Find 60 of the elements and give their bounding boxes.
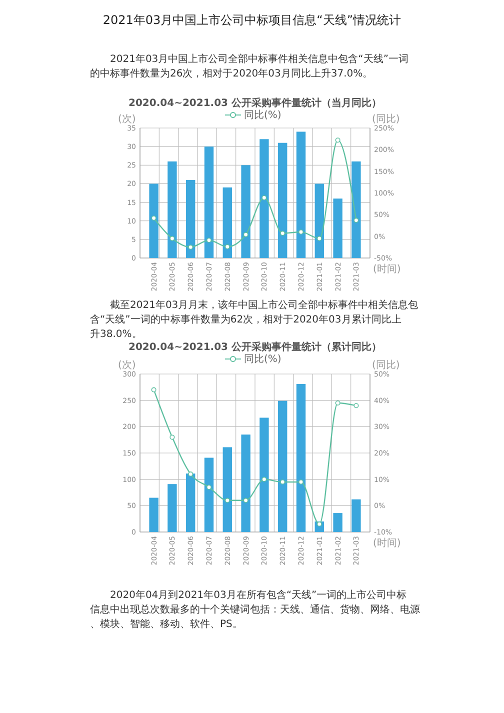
point [316,236,322,242]
x-axis-title: (时间) [373,263,401,275]
text: 2021年03月中国上市公司中标项目信息“天线”情况统计 [102,13,402,27]
point [280,479,286,484]
point [298,479,304,484]
point [224,498,230,503]
y2-axis-title: (同比) [372,359,400,371]
bar [186,474,196,532]
bar [149,498,158,532]
point [280,230,286,236]
chart-title: 2020.04~2021.03 公开采购事件量统计（当月同比） [128,97,382,109]
point [243,498,248,503]
point [151,387,156,392]
bar [241,434,250,532]
point [298,229,304,235]
bar [333,198,342,258]
bar [333,513,342,532]
bar [168,484,177,532]
bar [241,165,250,258]
bar [278,400,288,532]
point [224,244,230,250]
point [243,232,248,238]
bar [352,161,361,258]
point [354,218,359,223]
bar [278,142,288,258]
bar [296,384,306,532]
bar [296,132,306,258]
bar [314,184,324,258]
bar [186,180,196,258]
y-axis-title: (次) [118,114,136,125]
x-axis-title: (时间) [373,537,401,549]
bar [204,146,214,258]
bar [222,447,232,532]
point [170,236,175,242]
point [206,238,212,243]
bar [222,187,232,258]
point [262,195,267,200]
legend-label: 同比(%) [244,353,282,365]
bar [204,458,214,532]
bar [168,161,177,258]
point [188,244,194,250]
point [206,484,212,490]
text: 2020年04月到2021年03月在所有包含“天线”一词的上市公司中标信息中出现总次数最多的十个关键词包括：天线、通信、货物、网络、电源、模块、智能、移动、软件、PS。 [90,589,420,630]
y-axis-title: (次) [118,360,136,371]
point [262,476,267,482]
point [335,138,340,143]
point [170,434,175,440]
y2-axis-title: (同比) [372,113,400,125]
point [354,403,359,408]
bar [149,184,158,258]
bar [260,139,269,258]
legend-label: 同比(%) [244,109,282,121]
text: 截至2021年03月月末，该年中国上市公司全部中标事件中相关信息包含“天线”一词的中标事件数量为62次，相对于2020年03月累计同比上升38.0%。 [90,299,418,340]
text: 2021年03月中国上市公司全部中标事件相关信息中包含“天线”一词的中标事件数量为26次，相对于2020年03月同比上升37.0%。 [90,53,409,80]
point [335,400,340,406]
point [151,216,156,221]
chart-title: 2020.04~2021.03 公开采购事件量统计（累计同比） [128,341,382,353]
bar [352,499,361,532]
point [188,472,194,477]
bar [260,418,269,532]
